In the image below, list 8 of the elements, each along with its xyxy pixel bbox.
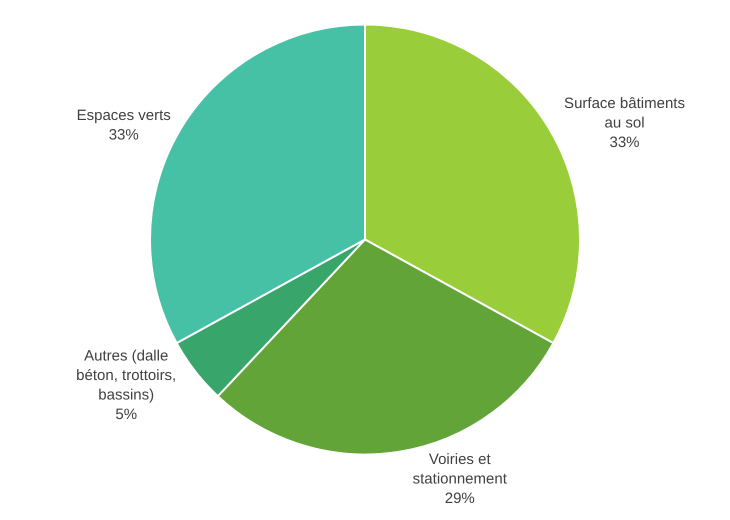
data-label: 33% <box>609 134 640 151</box>
slice-label: Surface bâtiments au sol <box>564 94 685 132</box>
slice-label: Espaces verts <box>76 107 171 124</box>
data-label: 29% <box>444 490 475 508</box>
slice-label: Autres (dalle béton, trottoirs, bassins) <box>76 348 176 404</box>
data-label: 33% <box>108 126 139 144</box>
slice-label: Voiries et stationnement <box>412 451 508 488</box>
data-label: 5% <box>115 406 138 424</box>
